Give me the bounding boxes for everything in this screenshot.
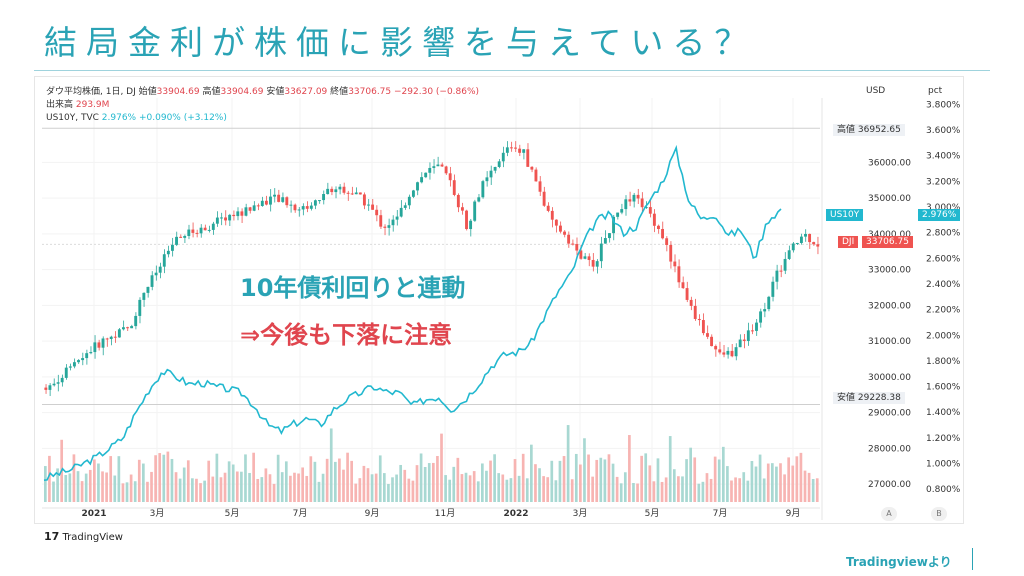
log-scale-button[interactable]: B: [931, 507, 947, 521]
annotation-warning: ⇒今後も下落に注意: [240, 321, 453, 349]
tradingview-mark-icon: 17: [44, 530, 60, 543]
us10y-value-tag: 2.976%: [918, 209, 961, 221]
legend-volume-row: 出来高 293.9M: [46, 99, 479, 112]
legend-high: 33904.69: [220, 87, 264, 97]
legend-close-label: 終値: [330, 87, 349, 97]
legend-dji-label: ダウ平均株価, 1日, DJ: [46, 87, 136, 97]
source-credit: Tradingviewより: [846, 555, 952, 569]
legend-open: 33904.69: [156, 87, 200, 97]
legend-low: 33627.09: [284, 87, 328, 97]
legend-us10y-label: US10Y, TVC: [46, 113, 99, 123]
legend-change: −292.30 (−0.86%): [394, 87, 480, 97]
legend-volume: 293.9M: [75, 100, 110, 110]
usd-axis-header: USD: [866, 86, 886, 96]
slide-title: 結局金利が株価に影響を与えている？: [44, 23, 757, 62]
high-tag-value: 36952.65: [857, 125, 901, 135]
annotation-correlation: 10年債利回りと連動: [240, 274, 466, 302]
auto-scale-button[interactable]: A: [881, 507, 897, 521]
pct-axis-header: pct: [928, 86, 943, 96]
chart-legend: ダウ平均株価, 1日, DJ 始値33904.69 高値33904.69 安値3…: [46, 86, 479, 125]
us10y-name-tag: US10Y: [826, 209, 864, 221]
dji-name-tag: DJI: [838, 236, 859, 248]
legend-us10y-row: US10Y, TVC 2.976% +0.090% (+3.12%): [46, 112, 479, 125]
low-tag-label: 安値: [837, 393, 856, 403]
high-price-tag: 高値 36952.65: [833, 124, 905, 136]
tradingview-logo-text: TradingView: [62, 532, 123, 543]
low-price-tag: 安値 29228.38: [833, 392, 905, 404]
legend-low-label: 安値: [266, 87, 285, 97]
title-divider: [34, 70, 990, 71]
legend-us10y-change: +0.090% (+3.12%): [139, 113, 227, 123]
low-tag-value: 29228.38: [857, 393, 901, 403]
dji-value-tag: 33706.75: [862, 236, 913, 248]
legend-high-label: 高値: [202, 87, 221, 97]
legend-close: 33706.75: [348, 87, 392, 97]
high-tag-label: 高値: [837, 125, 856, 135]
legend-open-label: 始値: [138, 87, 157, 97]
legend-dji-row: ダウ平均株価, 1日, DJ 始値33904.69 高値33904.69 安値3…: [46, 86, 479, 99]
chart-panel[interactable]: [34, 76, 964, 524]
source-divider: [972, 548, 973, 570]
legend-us10y-value: 2.976%: [101, 113, 137, 123]
tradingview-logo: 17 TradingView: [44, 530, 123, 543]
legend-volume-label: 出来高: [46, 100, 74, 110]
